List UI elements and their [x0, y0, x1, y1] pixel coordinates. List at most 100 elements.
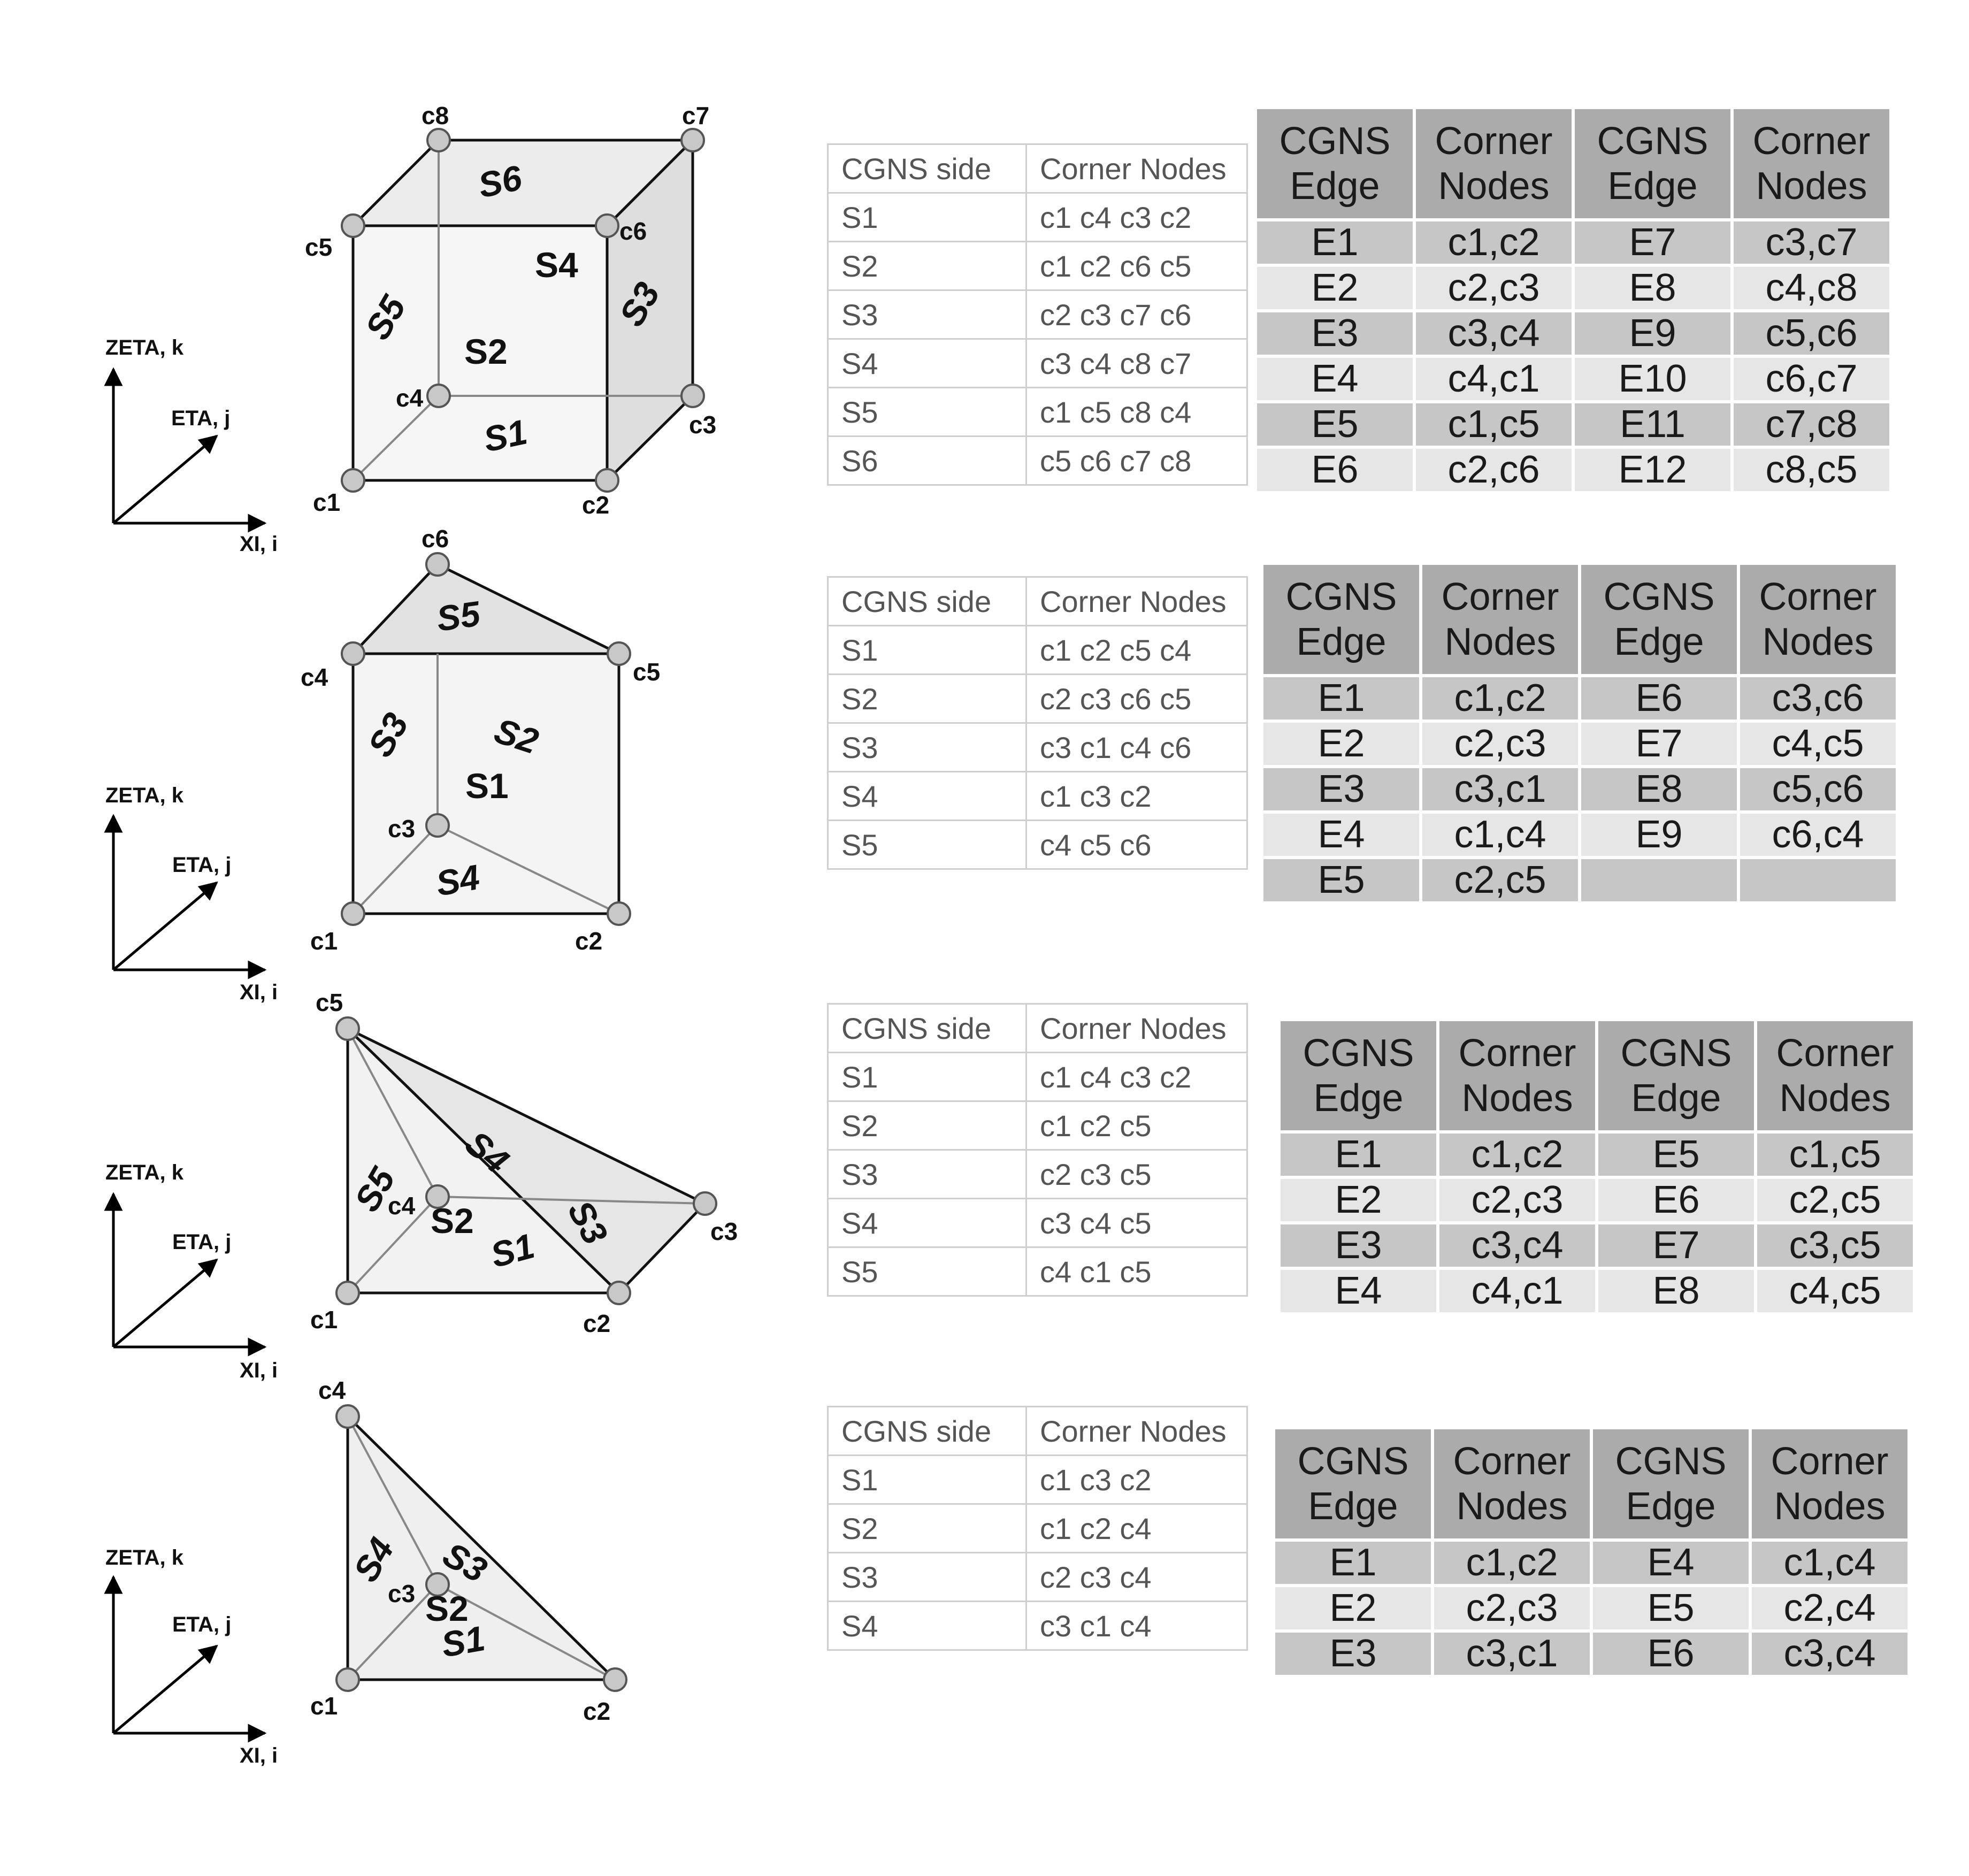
- hex-eta-axis: [112, 434, 218, 524]
- header-word: Corner: [1458, 1032, 1576, 1075]
- prism-zeta-label: ZETA, k: [105, 784, 184, 807]
- header-word: Corner: [1453, 1440, 1571, 1483]
- table-row: S1 c1 c2 c5 c4: [827, 625, 1248, 675]
- side-id-cell: S5: [827, 1246, 1027, 1297]
- tetra-label-s2: S2: [425, 1589, 469, 1628]
- edge-nodes-cell: c3,c1: [1434, 1633, 1590, 1675]
- side-id-cell: S6: [827, 435, 1027, 486]
- prism-label-s5: S5: [434, 593, 484, 639]
- header-word: Nodes: [1444, 621, 1556, 663]
- table-header-cell: Corner Nodes: [1752, 1429, 1907, 1538]
- pyramid-label-c1: c1: [310, 1306, 338, 1334]
- hex-label-s6: S6: [475, 157, 526, 205]
- hex-node-c2: [595, 468, 619, 493]
- corner-nodes-cell: c1 c4 c3 c2: [1025, 192, 1248, 242]
- header-word: Corner: [1771, 1440, 1889, 1483]
- header-word: CGNS: [1620, 1032, 1732, 1075]
- edge-nodes-cell: c2,c4: [1752, 1587, 1907, 1629]
- prism-eta-label: ETA, j: [172, 853, 231, 877]
- side-id-cell: S3: [827, 1552, 1027, 1602]
- table-header-cell: CGNS side: [827, 143, 1027, 194]
- header-word: Edge: [1308, 1485, 1398, 1528]
- edge-id-cell: E4: [1593, 1542, 1749, 1584]
- side-id-cell: S1: [827, 1454, 1027, 1505]
- prism-label-s1: S1: [465, 766, 509, 806]
- header-word: CGNS: [1615, 1440, 1727, 1483]
- edge-id-cell: E5: [1593, 1587, 1749, 1629]
- table-header-row: CGNS Edge Corner Nodes CGNS Edge Corner Node…: [1281, 1021, 1913, 1130]
- table-row: S1 c1 c4 c3 c2: [827, 1052, 1248, 1102]
- table-row: E3 c3,c1 E8 c5,c6: [1263, 768, 1896, 810]
- table-row: S2 c1 c2 c6 c5: [827, 241, 1248, 291]
- corner-nodes-cell: c2 c3 c6 c5: [1025, 673, 1248, 724]
- header-word: Corner: [1752, 120, 1871, 163]
- hex-edge-table: CGNS Edge Corner Nodes CGNS Edge Corner Node…: [1254, 106, 1893, 494]
- header-word: Nodes: [1779, 1077, 1891, 1120]
- table-header-row: CGNS side Corner Nodes: [827, 1406, 1248, 1456]
- prism-node-c1: [341, 901, 365, 926]
- header-word: Nodes: [1456, 1485, 1568, 1528]
- tetra-eta-axis: [112, 1644, 218, 1734]
- table-header-cell: CGNS Edge: [1275, 1429, 1431, 1538]
- prism-hidden-edges: [352, 654, 619, 915]
- table-row: E1 c1,c2 E4 c1,c4: [1275, 1542, 1907, 1584]
- header-word: Corner: [1776, 1032, 1894, 1075]
- edge-nodes-cell: c1,c5: [1757, 1134, 1913, 1176]
- tetra-label-c2: c2: [583, 1697, 610, 1725]
- corner-nodes-cell: c3 c1 c4 c6: [1025, 722, 1248, 772]
- corner-nodes-cell: c5 c6 c7 c8: [1025, 435, 1248, 486]
- table-header-row: CGNS Edge Corner Nodes CGNS Edge Corner Node…: [1275, 1429, 1907, 1538]
- table-header-cell: Corner Nodes: [1025, 576, 1248, 626]
- edge-nodes-cell: c5,c6: [1740, 768, 1896, 810]
- header-word: Edge: [1313, 1077, 1404, 1120]
- edge-id-cell: E4: [1257, 358, 1413, 400]
- table-header-cell: CGNS Edge: [1257, 109, 1413, 218]
- corner-nodes-cell: c1 c2 c5: [1025, 1100, 1248, 1151]
- pyramid-eta-axis: [112, 1258, 218, 1348]
- tetra-xi-label: XI, i: [240, 1744, 278, 1767]
- edge-id-cell: E5: [1263, 859, 1419, 901]
- side-id-cell: S3: [827, 722, 1027, 772]
- edge-id-cell: E2: [1257, 267, 1413, 309]
- table-header-row: CGNS side Corner Nodes: [827, 143, 1248, 194]
- header-word: CGNS: [1285, 576, 1397, 618]
- edge-nodes-cell: c8,c5: [1734, 449, 1889, 491]
- tetra-label-c3: c3: [388, 1580, 415, 1607]
- header-word: Corner: [1441, 576, 1559, 618]
- edge-nodes-cell: c4,c1: [1416, 358, 1572, 400]
- prism-label-c4: c4: [301, 663, 328, 691]
- side-id-cell: S2: [827, 1100, 1027, 1151]
- header-word: Nodes: [1774, 1485, 1886, 1528]
- table-header-cell: Corner Nodes: [1757, 1021, 1913, 1130]
- hex-hidden-edges: [352, 140, 693, 481]
- edge-nodes-cell: c3,c4: [1416, 312, 1572, 355]
- edge-id-cell: E8: [1598, 1270, 1754, 1312]
- pyramid-label-c5: c5: [316, 989, 343, 1016]
- empty-cell: [1581, 859, 1737, 901]
- table-row: E2 c2,c3 E5 c2,c4: [1275, 1587, 1907, 1629]
- table-header-row: CGNS Edge Corner Nodes CGNS Edge Corner Node…: [1263, 565, 1896, 674]
- prism-eta-axis: [112, 881, 218, 971]
- header-word: CGNS: [1279, 120, 1391, 163]
- corner-nodes-cell: c2 c3 c5: [1025, 1149, 1248, 1199]
- hex-node-c6: [595, 213, 619, 238]
- edge-nodes-cell: c1,c2: [1422, 677, 1578, 719]
- edge-id-cell: E3: [1275, 1633, 1431, 1675]
- pyramid-node-c1: [335, 1281, 360, 1305]
- pyramid-eta-label: ETA, j: [172, 1230, 231, 1254]
- table-header-row: CGNS side Corner Nodes: [827, 1003, 1248, 1053]
- pyramid-edge-table: CGNS Edge Corner Nodes CGNS Edge Corner Node…: [1277, 1018, 1916, 1315]
- hex-label-c7: c7: [682, 102, 709, 129]
- edge-id-cell: E3: [1257, 312, 1413, 355]
- corner-nodes-cell: c1 c5 c8 c4: [1025, 387, 1248, 437]
- edge-nodes-cell: c7,c8: [1734, 403, 1889, 446]
- table-header-cell: CGNS Edge: [1598, 1021, 1754, 1130]
- edge-id-cell: E12: [1575, 449, 1730, 491]
- edge-id-cell: E7: [1598, 1224, 1754, 1267]
- table-header-cell: Corner Nodes: [1434, 1429, 1590, 1538]
- table-header-cell: CGNS Edge: [1263, 565, 1419, 674]
- hex-side-table: CGNS side Corner Nodes S1 c1 c4 c3 c2 S2 c…: [827, 143, 1248, 486]
- header-word: Edge: [1296, 621, 1386, 663]
- edge-nodes-cell: c6,c4: [1740, 814, 1896, 856]
